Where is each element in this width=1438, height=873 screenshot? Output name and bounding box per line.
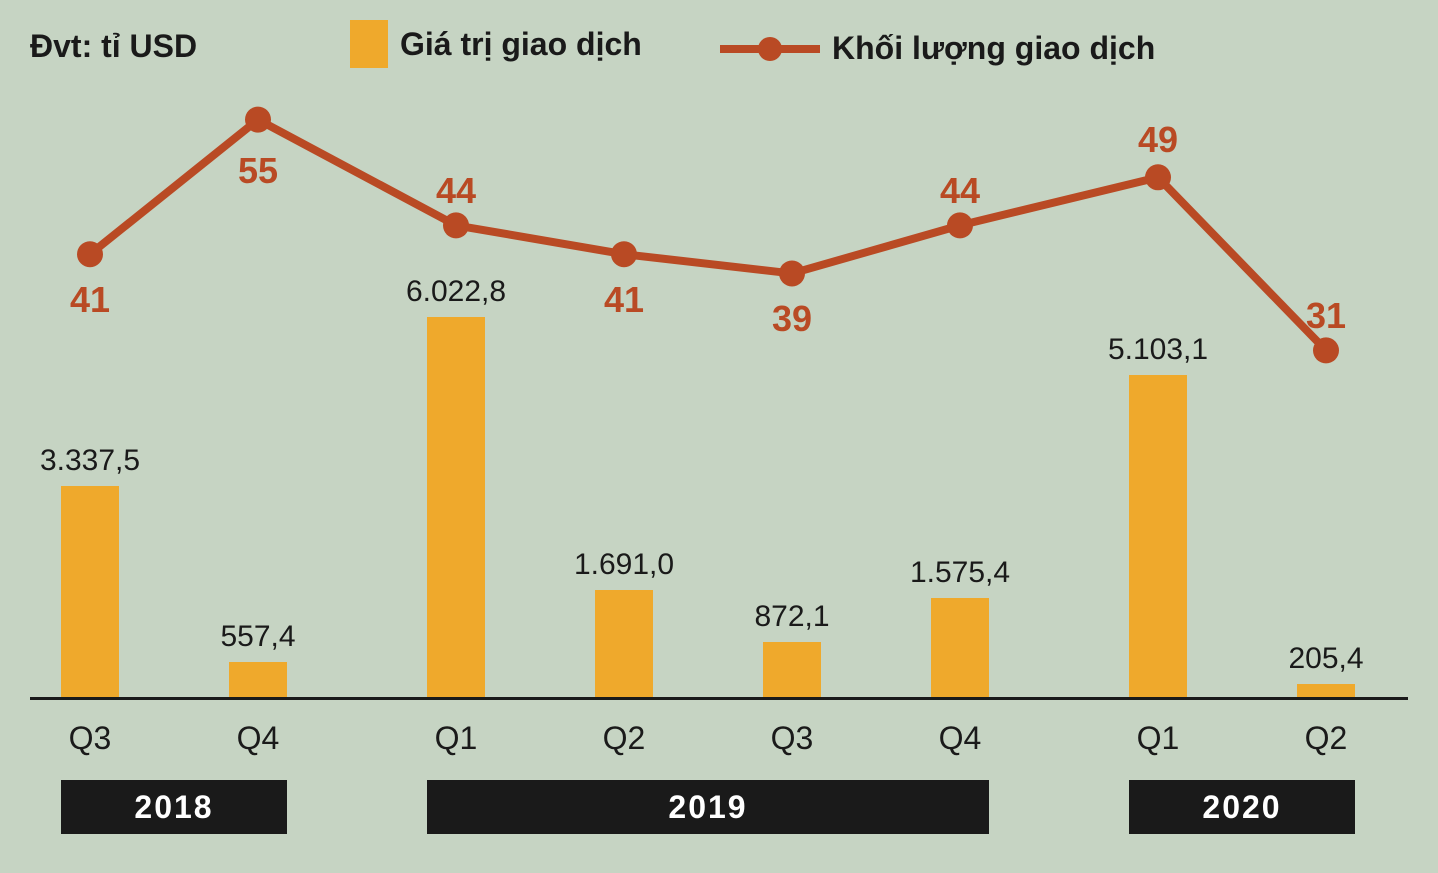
legend-line-marker	[758, 37, 782, 61]
bar	[595, 590, 653, 697]
line-series-svg	[30, 110, 1408, 697]
quarter-label: Q3	[69, 720, 112, 757]
plot-area: 3.337,5 557,4 6.022,8 1.691,0 872,1 1.575,4 5.…	[30, 110, 1408, 700]
line-value-label: 55	[238, 150, 278, 192]
line-marker	[1145, 164, 1171, 190]
line-value-label: 31	[1306, 295, 1346, 337]
bar-value-label: 6.022,8	[406, 275, 506, 309]
bar-value-label: 3.337,5	[40, 444, 140, 478]
quarter-label: Q1	[435, 720, 478, 757]
bar	[229, 662, 287, 697]
line-marker	[77, 241, 103, 267]
legend-bar-swatch	[350, 20, 388, 68]
quarter-label: Q4	[237, 720, 280, 757]
legend-bar: Giá trị giao dịch	[350, 20, 642, 68]
line-marker	[245, 107, 271, 133]
legend-line: Khối lượng giao dịch	[720, 30, 1155, 67]
line-marker	[443, 212, 469, 238]
year-block: 2019	[427, 780, 989, 834]
line-value-label: 41	[604, 279, 644, 321]
bar-value-label: 1.575,4	[910, 556, 1010, 590]
quarter-label: Q3	[771, 720, 814, 757]
bar-value-label: 5.103,1	[1108, 333, 1208, 367]
quarter-label: Q1	[1137, 720, 1180, 757]
legend-bar-label: Giá trị giao dịch	[400, 26, 642, 63]
unit-label: Đvt: tỉ USD	[30, 28, 197, 65]
year-block: 2020	[1129, 780, 1355, 834]
bar	[1129, 375, 1187, 697]
legend-line-swatch	[720, 37, 820, 61]
bar	[1297, 684, 1355, 697]
line-marker	[947, 212, 973, 238]
line-value-label: 41	[70, 279, 110, 321]
bar-value-label: 872,1	[754, 600, 829, 634]
line-value-label: 44	[436, 170, 476, 212]
chart-container: Đvt: tỉ USD Giá trị giao dịch Khối lượng…	[30, 20, 1408, 853]
line-value-label: 49	[1138, 119, 1178, 161]
bar-value-label: 1.691,0	[574, 548, 674, 582]
quarter-label: Q4	[939, 720, 982, 757]
bar-value-label: 557,4	[220, 620, 295, 654]
quarter-label: Q2	[1305, 720, 1348, 757]
bar	[427, 317, 485, 697]
line-value-label: 44	[940, 170, 980, 212]
bar	[931, 598, 989, 697]
line-marker	[611, 241, 637, 267]
line-marker	[779, 260, 805, 286]
quarter-label: Q2	[603, 720, 646, 757]
bar	[61, 486, 119, 697]
bar	[763, 642, 821, 697]
legend-line-label: Khối lượng giao dịch	[832, 30, 1155, 67]
bar-value-label: 205,4	[1288, 642, 1363, 676]
year-block: 2018	[61, 780, 287, 834]
line-value-label: 39	[772, 298, 812, 340]
line-marker	[1313, 337, 1339, 363]
